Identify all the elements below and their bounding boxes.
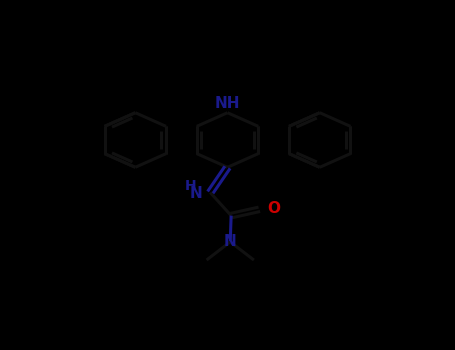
Text: H: H [184, 179, 196, 193]
Text: N: N [190, 186, 202, 201]
Text: N: N [224, 234, 237, 248]
Text: NH: NH [215, 96, 240, 111]
Text: O: O [267, 201, 280, 216]
